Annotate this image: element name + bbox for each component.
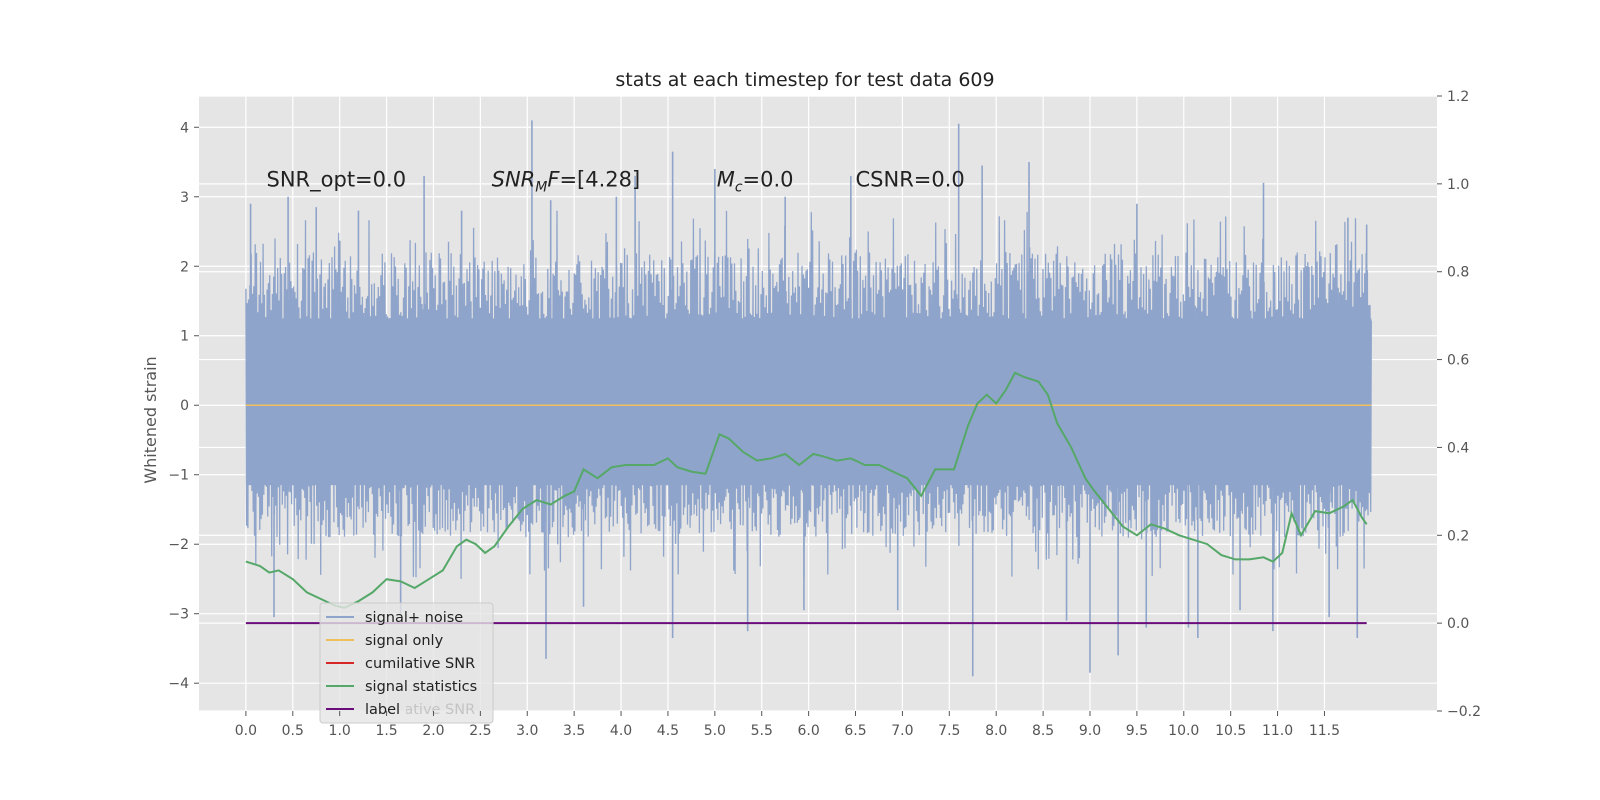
x-tick-label: 11.0 [1262,723,1293,739]
x-tick-label: 9.0 [1079,723,1101,739]
annotation-group: SNR_opt=0.0 SNRMF=[4.28] Mc=0.0 CSNR=0.0 [267,167,965,195]
legend-label: signal statistics [365,679,477,695]
annotation-snr-mf: SNRMF=[4.28] [492,167,641,195]
y2-tick-label: 0.0 [1447,616,1469,632]
y2-tick-label: 0.4 [1447,440,1469,456]
x-tick-label: 11.5 [1309,723,1340,739]
legend-label: label [365,702,400,718]
x-tick-label: 10.0 [1168,723,1199,739]
y-tick-label: −4 [168,676,189,692]
y-tick-label: 2 [180,259,189,275]
legend-label: signal+ noise [365,610,463,626]
y2-tick-label: 1.2 [1447,89,1469,105]
chart-title: stats at each timestep for test data 609 [615,69,994,91]
y-tick-label: −1 [168,468,189,484]
x-tick-label: 8.5 [1032,723,1054,739]
x-tick-label: 4.0 [610,723,632,739]
y-tick-label: −2 [168,537,189,553]
y-tick-label: 3 [180,190,189,206]
y2-tick-label: 0.8 [1447,265,1469,281]
series-line-signal-statistics [245,371,1368,609]
legend-label: signal only [365,633,444,649]
x-tick-label: 2.5 [469,723,491,739]
x-tick-label: 6.5 [844,723,866,739]
x-tick-label: 9.5 [1126,723,1148,739]
axis-ticks: 0.0 0.5 1.0 1.5 2.0 2.5 3.0 3.5 4.0 4.5 5.0 5.5 6.0 6… [168,89,1481,739]
y2-tick-label: 0.2 [1447,528,1469,544]
annotation-csnr: CSNR=0.0 [856,167,965,191]
legend-box [319,602,494,724]
x-tick-label: 0.0 [235,723,257,739]
y-tick-label: 4 [180,120,189,136]
x-tick-label: 5.0 [704,723,726,739]
legend: signal+ noise signal only cumilative SNR si… [319,602,494,724]
annotation-mc: Mc=0.0 [717,167,794,195]
x-tick-label: 0.5 [282,723,304,739]
y2-tick-label: 1.0 [1447,177,1469,193]
noise-trace [245,210,1372,579]
y2-tick-label: −0.2 [1447,704,1481,720]
annotation-snr-opt: SNR_opt=0.0 [267,167,407,192]
y-tick-label: −3 [168,607,189,623]
x-tick-label: 3.0 [516,723,538,739]
y-tick-label: 1 [180,329,189,345]
x-tick-label: 10.5 [1215,723,1246,739]
x-tick-label: 3.5 [563,723,585,739]
x-tick-label: 1.5 [375,723,397,739]
x-tick-label: 2.0 [422,723,444,739]
y2-tick-label: 0.6 [1447,353,1469,369]
x-tick-label: 4.5 [657,723,679,739]
x-tick-label: 1.0 [329,723,351,739]
x-tick-label: 8.0 [985,723,1007,739]
legend-label: cumilative SNR [365,656,475,672]
y-axis-title: Whitened strain [141,356,160,483]
x-tick-label: 7.0 [891,723,913,739]
x-tick-label: 6.0 [797,723,819,739]
x-tick-label: 7.5 [938,723,960,739]
y-tick-label: 0 [180,398,189,414]
x-tick-label: 5.5 [751,723,773,739]
legend-label-occluded: cumilative SNR [365,702,475,718]
